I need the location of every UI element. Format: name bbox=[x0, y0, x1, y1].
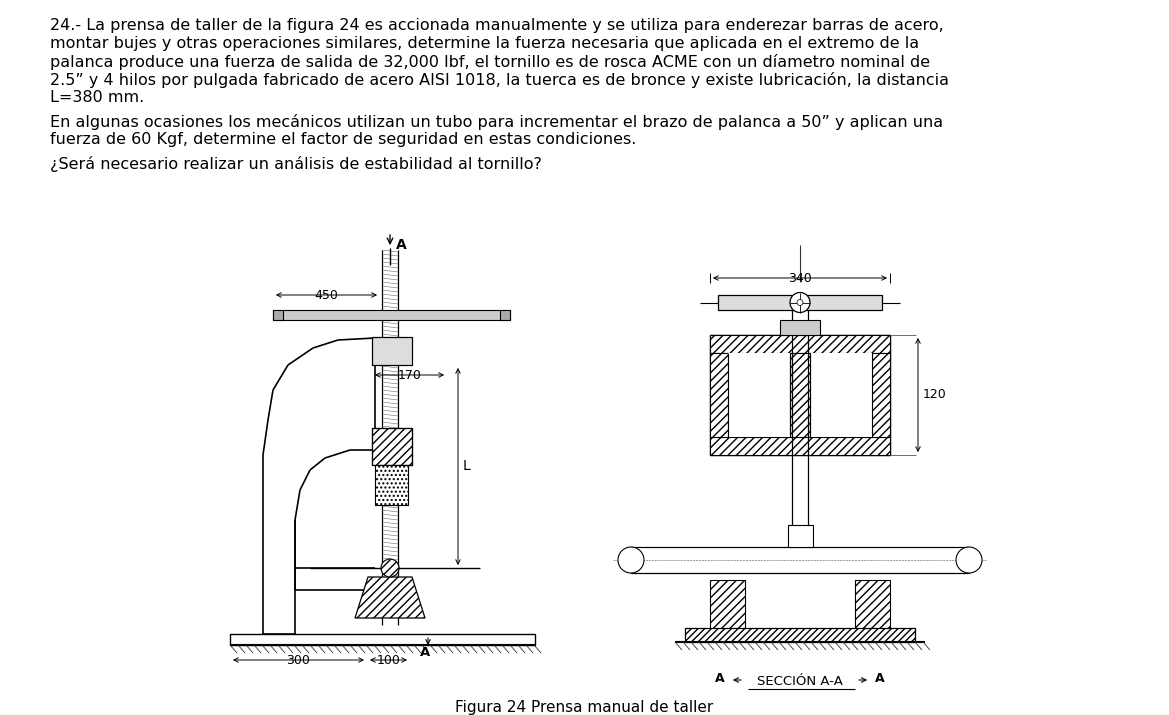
Polygon shape bbox=[355, 577, 426, 618]
Text: A: A bbox=[715, 673, 725, 686]
Bar bbox=[500, 310, 510, 320]
Bar bbox=[710, 335, 890, 455]
Bar bbox=[872, 353, 890, 437]
Bar bbox=[780, 320, 819, 335]
Bar bbox=[728, 353, 790, 437]
Text: L=380 mm.: L=380 mm. bbox=[50, 90, 144, 105]
Bar bbox=[372, 428, 411, 465]
Bar bbox=[710, 437, 890, 455]
Bar bbox=[274, 310, 510, 320]
Text: A: A bbox=[396, 238, 407, 252]
Text: 100: 100 bbox=[376, 654, 401, 667]
Bar bbox=[274, 310, 283, 320]
Bar bbox=[631, 547, 969, 573]
Circle shape bbox=[790, 292, 810, 312]
Bar bbox=[788, 525, 812, 547]
Text: 340: 340 bbox=[788, 272, 812, 285]
Text: ¿Será necesario realizar un análisis de estabilidad al tornillo?: ¿Será necesario realizar un análisis de … bbox=[50, 156, 542, 172]
Text: 120: 120 bbox=[924, 388, 947, 402]
Circle shape bbox=[956, 547, 982, 573]
Text: palanca produce una fuerza de salida de 32,000 lbf, el tornillo es de rosca ACME: palanca produce una fuerza de salida de … bbox=[50, 54, 931, 70]
Circle shape bbox=[381, 559, 399, 577]
Bar bbox=[710, 353, 728, 437]
Bar bbox=[718, 295, 881, 310]
Bar bbox=[372, 428, 411, 465]
Circle shape bbox=[797, 300, 803, 305]
Bar bbox=[810, 353, 872, 437]
Text: A: A bbox=[876, 673, 885, 686]
Bar bbox=[372, 337, 411, 365]
Bar bbox=[710, 580, 745, 630]
Circle shape bbox=[618, 547, 644, 573]
Text: En algunas ocasiones los mecánicos utilizan un tubo para incrementar el brazo de: En algunas ocasiones los mecánicos utili… bbox=[50, 114, 943, 130]
Bar bbox=[375, 465, 408, 505]
Text: 170: 170 bbox=[397, 369, 422, 382]
Text: Figura 24 Prensa manual de taller: Figura 24 Prensa manual de taller bbox=[455, 700, 713, 715]
Text: fuerza de 60 Kgf, determine el factor de seguridad en estas condiciones.: fuerza de 60 Kgf, determine el factor de… bbox=[50, 132, 636, 147]
Bar bbox=[710, 335, 890, 353]
Text: 300: 300 bbox=[286, 654, 311, 667]
Bar bbox=[375, 465, 408, 505]
Text: 450: 450 bbox=[314, 289, 339, 302]
Text: SECCIÓN A-A: SECCIÓN A-A bbox=[758, 675, 843, 688]
Text: 24.- La prensa de taller de la figura 24 es accionada manualmente y se utiliza p: 24.- La prensa de taller de la figura 24… bbox=[50, 18, 943, 33]
Bar bbox=[855, 580, 890, 630]
Text: A: A bbox=[420, 646, 430, 659]
Bar bbox=[685, 628, 915, 642]
Text: montar bujes y otras operaciones similares, determine la fuerza necesaria que ap: montar bujes y otras operaciones similar… bbox=[50, 36, 919, 51]
Text: 2.5” y 4 hilos por pulgada fabricado de acero AISI 1018, la tuerca es de bronce : 2.5” y 4 hilos por pulgada fabricado de … bbox=[50, 72, 949, 88]
Bar bbox=[230, 634, 535, 645]
Bar bbox=[790, 353, 810, 437]
Text: L: L bbox=[463, 460, 471, 473]
